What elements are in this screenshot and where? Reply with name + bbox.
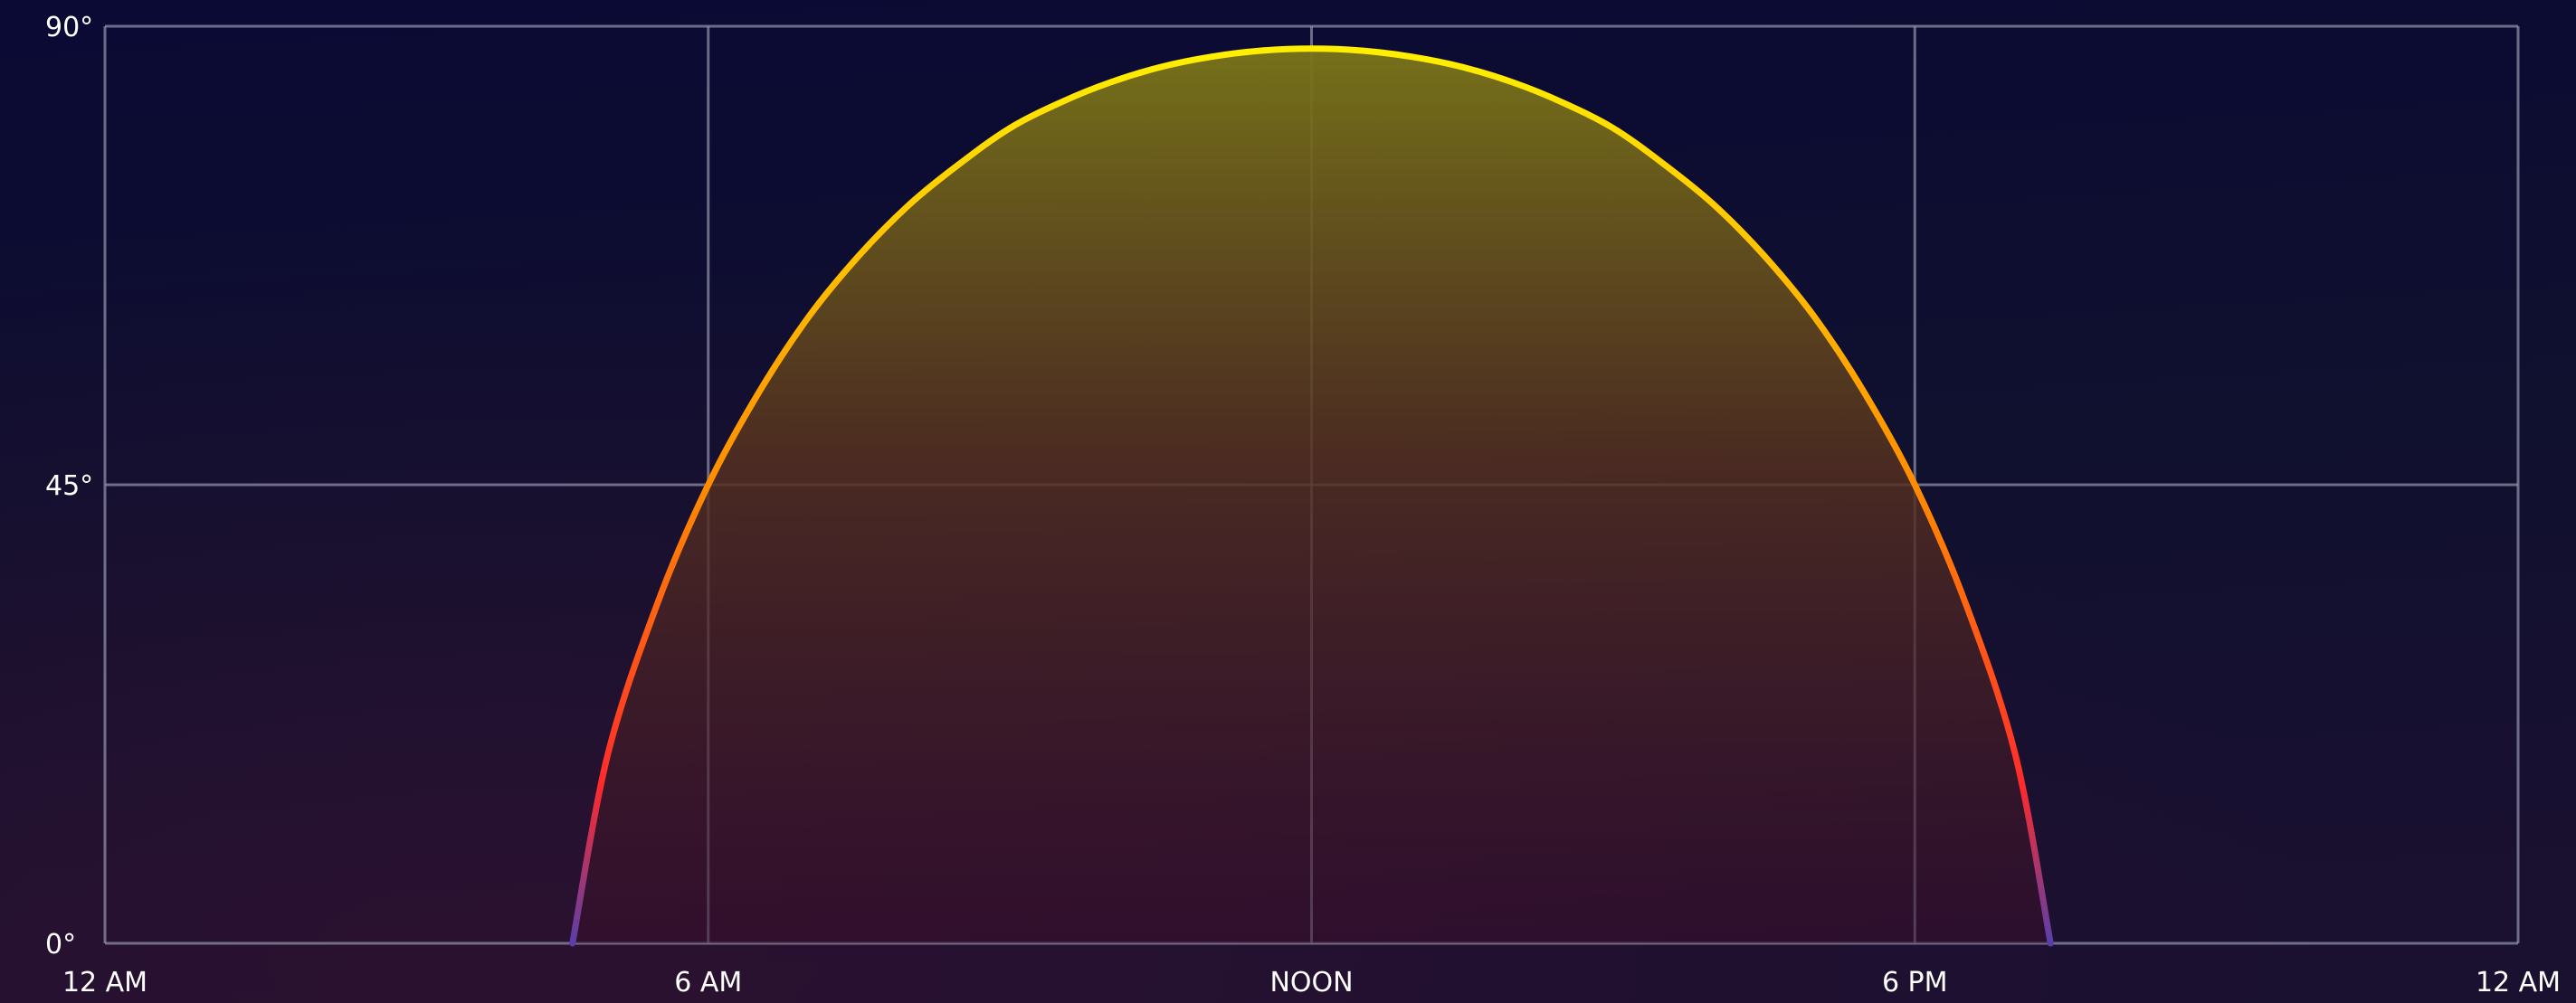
x-axis-ticks: 12 AM 6 AM NOON 6 PM 12 AM (62, 967, 2561, 998)
x-tick-label-2: NOON (1269, 967, 1353, 998)
x-tick-label-3: 6 PM (1882, 967, 1948, 998)
sun-elevation-line (569, 45, 2054, 947)
y-tick-label-1: 45° (45, 470, 93, 502)
x-tick-label-1: 6 AM (674, 967, 742, 998)
plot-area (569, 45, 2054, 947)
y-tick-label-2: 90° (45, 12, 93, 43)
x-tick-label-0: 12 AM (62, 967, 147, 998)
sun-elevation-area (572, 48, 2051, 944)
y-axis-ticks: 0° 45° 90° (45, 12, 93, 960)
y-tick-label-0: 0° (45, 929, 76, 960)
x-tick-label-4: 12 AM (2476, 967, 2561, 998)
